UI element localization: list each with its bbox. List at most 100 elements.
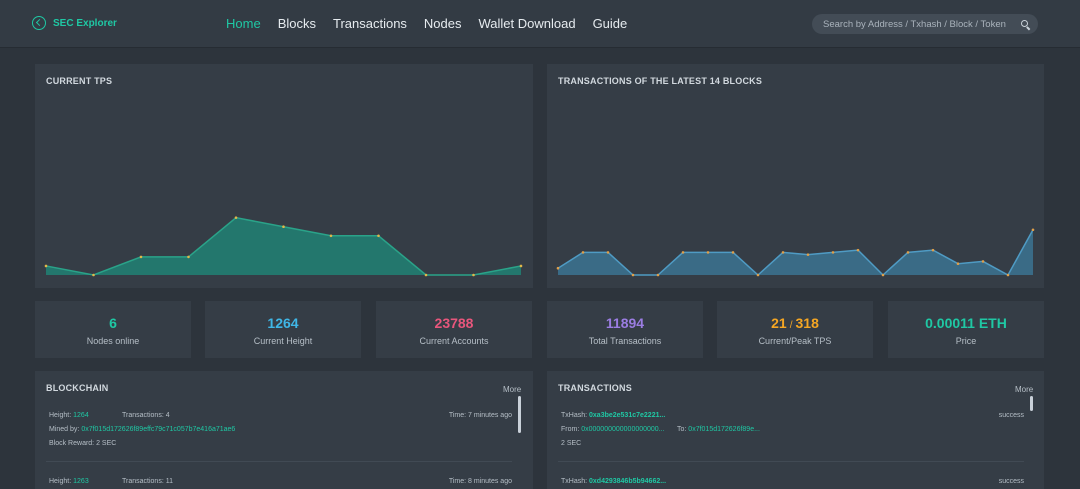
tps-chart-panel: CURRENT TPS [35,64,533,288]
chart-series-line [557,229,1034,277]
chart-data-point[interactable] [931,248,935,252]
nav-wallet-download[interactable]: Wallet Download [478,16,576,31]
stat-value: 23788 [434,315,474,331]
tx-count: 11 [165,478,173,485]
transactions-scrollbar[interactable] [1030,396,1033,411]
blockchain-title: BLOCKCHAIN [46,383,109,393]
chart-data-point[interactable] [631,273,635,277]
chart-data-point[interactable] [706,251,710,254]
transactions-title: TRANSACTIONS [558,383,632,393]
height-link[interactable]: 1263 [73,478,89,485]
chart-data-point[interactable] [981,260,985,263]
chart-data-point[interactable] [956,262,960,265]
chart-data-point[interactable] [1031,228,1035,232]
nav-home[interactable]: Home [226,16,261,31]
chart-data-point[interactable] [92,273,95,277]
block-time: Time: 8 minutes ago [448,478,512,485]
tx-from: From: 0x000000000000000000... [561,426,665,433]
stat-total-transactions: 11894 Total Transactions [547,301,703,358]
nav-nodes[interactable]: Nodes [423,16,462,31]
block-transactions: Transactions: 4 [122,412,170,419]
chart-data-point[interactable] [377,234,380,238]
top-navigation-bar: SEC Explorer Home Blocks Transactions No… [0,0,1080,48]
tx-hash-link[interactable]: 0xa3be2e531c7e2221... [589,412,666,419]
chart-data-point[interactable] [556,266,560,270]
chart-area-fill [46,217,521,275]
chart-data-point[interactable] [424,273,428,277]
tx-chart-panel: TRANSACTIONS OF THE LATEST 14 BLOCKS [547,64,1044,288]
main-nav: Home Blocks Transactions Nodes Wallet Do… [226,16,644,31]
stat-value: 0.00011 ETH [925,315,1007,331]
chart-data-point[interactable] [282,225,285,229]
to-label: To: [677,426,687,433]
chart-data-point[interactable] [234,216,238,219]
chart-data-point[interactable] [329,234,333,238]
tx-label: Transactions: [122,478,164,485]
block-miner: Mined by: 0x7f015d172626f89effc79c71c057… [49,426,235,433]
from-address-link[interactable]: 0x000000000000000000... [581,426,665,433]
stat-label: Total Transactions [588,336,662,346]
stat-label: Current/Peak TPS [758,336,832,346]
height-label: Height: [49,478,72,485]
transactions-more-link[interactable]: More [1015,385,1034,394]
height-label: Height: [49,412,72,419]
chart-data-point[interactable] [472,273,475,277]
tx-status: success [998,478,1024,485]
miner-address-link[interactable]: 0x7f015d172626f89effc79c71c057b7e416a71a… [81,426,236,433]
tx-label: Transactions: [122,412,164,419]
transactions-panel: TRANSACTIONS More TxHash: 0xa3be2e531c7e… [547,371,1044,489]
chart-data-point[interactable] [831,251,835,254]
back-arrow-circle-icon[interactable] [32,16,46,30]
tps-separator: / [789,320,793,331]
hash-label: TxHash: [561,412,588,419]
chart-data-point[interactable] [1006,273,1010,277]
block-height: Height: 1263 [49,478,89,485]
search-box [812,14,1038,34]
tx-hash-link[interactable]: 0xd4293846b5b94662... [589,478,667,485]
search-input[interactable] [823,17,1013,31]
chart-data-point[interactable] [731,251,735,254]
height-link[interactable]: 1264 [73,412,89,419]
chart-data-point[interactable] [806,253,810,256]
chart-data-point[interactable] [681,251,685,254]
chart-data-point[interactable] [581,251,585,254]
chart-data-point[interactable] [856,248,860,252]
tx-count: 4 [165,412,170,419]
nav-blocks[interactable]: Blocks [277,16,316,31]
chart-data-point[interactable] [906,251,910,254]
from-label: From: [561,426,580,433]
blockchain-scrollbar[interactable] [518,396,521,433]
chart-data-point[interactable] [44,264,48,268]
blockchain-more-link[interactable]: More [503,385,522,394]
logo[interactable]: SEC Explorer [32,16,117,30]
current-tps-value: 21 [771,315,787,331]
search-icon[interactable] [1021,20,1028,27]
block-time: Time: 7 minutes ago [448,412,512,419]
chart-data-point[interactable] [781,251,785,254]
chart-data-point[interactable] [187,255,190,259]
chart-area-fill [558,229,1033,275]
block-transactions: Transactions: 11 [122,478,173,485]
stat-price: 0.00011 ETH Price [888,301,1044,358]
tps-chart-title: CURRENT TPS [46,76,113,86]
chart-data-point[interactable] [656,273,660,277]
tx-hash: TxHash: 0xd4293846b5b94662... [561,478,666,485]
to-address-link[interactable]: 0x7f015d172626f89e... [688,426,760,433]
nav-transactions[interactable]: Transactions [332,16,407,31]
chart-data-point[interactable] [519,264,523,268]
tx-chart [556,228,1035,277]
row-divider [558,461,1024,462]
nav-guide[interactable]: Guide [592,16,628,31]
stat-value: 11894 [605,315,645,331]
block-reward: Block Reward: 2 SEC [49,440,117,447]
chart-data-point[interactable] [881,273,885,277]
chart-data-point[interactable] [606,251,610,254]
chart-data-point[interactable] [139,255,143,259]
stat-value: 1264 [267,315,299,331]
tx-to: To: 0x7f015d172626f89e... [677,426,760,433]
logo-text[interactable]: SEC Explorer [53,17,117,29]
hash-label: TxHash: [561,478,588,485]
block-height: Height: 1264 [49,412,89,419]
chart-data-point[interactable] [756,273,760,277]
miner-label: Mined by: [49,426,80,433]
